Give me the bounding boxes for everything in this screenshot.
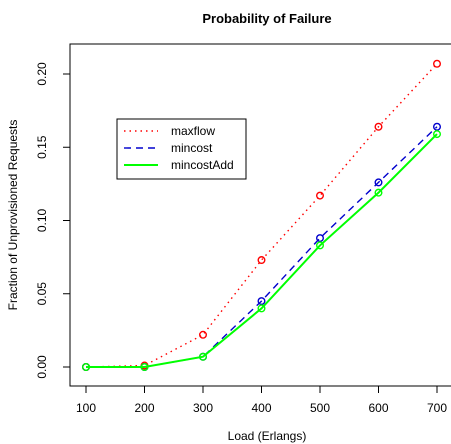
series-maxflow [81, 59, 442, 372]
data-point [374, 122, 383, 131]
data-point [316, 234, 325, 243]
data-point [316, 241, 325, 250]
data-point [198, 330, 207, 339]
series-mincostAdd [81, 130, 442, 372]
x-tick-label: 300 [193, 401, 213, 415]
y-tick-label: 0.00 [35, 355, 49, 379]
series-layer [81, 59, 442, 372]
legend-label: mincostAdd [171, 158, 234, 172]
x-tick-label: 700 [427, 401, 447, 415]
x-tick-label: 200 [134, 401, 154, 415]
y-axis-label: Fraction of Unprovisioned Requests [6, 120, 20, 311]
plot-frame [69, 43, 451, 387]
x-tick-label: 500 [310, 401, 330, 415]
data-point [374, 178, 383, 187]
y-tick-label: 0.10 [35, 208, 49, 232]
series-line-maxflow [85, 63, 438, 368]
data-point [433, 130, 442, 139]
data-point [257, 304, 266, 313]
chart-title: Probability of Failure [202, 11, 331, 26]
legend-box [116, 118, 247, 180]
data-point [257, 297, 266, 306]
data-point [198, 352, 207, 361]
data-point [81, 363, 90, 372]
x-axis-label: Load (Erlangs) [228, 429, 307, 443]
data-point [316, 191, 325, 200]
legend: maxflow mincost mincostAdd [116, 118, 247, 180]
x-tick-label: 600 [368, 401, 388, 415]
y-tick-label: 0.15 [35, 135, 49, 159]
y-axis: 0.00 0.05 0.10 0.15 0.20 [35, 62, 71, 379]
x-tick-label: 400 [251, 401, 271, 415]
data-point [257, 256, 266, 265]
data-point [374, 188, 383, 197]
legend-label: maxflow [171, 124, 215, 138]
y-tick-label: 0.20 [35, 62, 49, 86]
x-axis: 100 200 300 400 500 600 700 [76, 385, 447, 415]
x-tick-label: 100 [76, 401, 96, 415]
legend-label: mincost [171, 141, 213, 155]
y-tick-label: 0.05 [35, 282, 49, 306]
data-point [433, 59, 442, 68]
data-point [433, 122, 442, 131]
series-line-mincostAdd [86, 133, 438, 368]
series-line-mincost [86, 126, 438, 368]
data-point [140, 363, 149, 372]
